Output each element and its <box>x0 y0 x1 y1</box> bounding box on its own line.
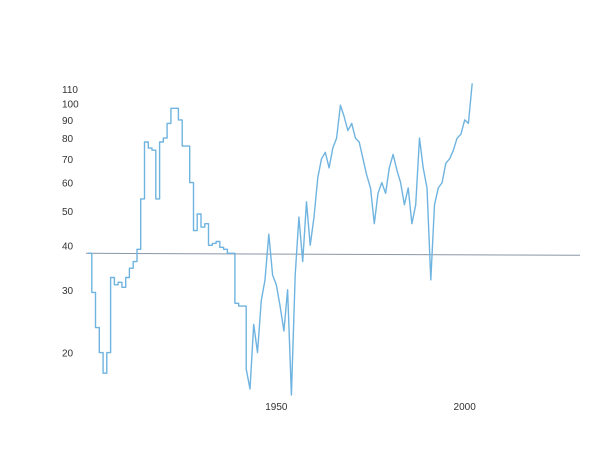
y-tick-label: 20 <box>62 349 74 360</box>
y-tick-label: 60 <box>62 179 74 190</box>
reference-line <box>85 252 581 256</box>
price-series-line <box>88 83 473 396</box>
y-tick-label: 50 <box>62 207 74 218</box>
y-tick-label: 80 <box>62 134 74 145</box>
y-tick-label: 40 <box>62 241 74 252</box>
y-axis-labels: 110 100 90 80 70 60 50 40 30 20 <box>62 85 79 360</box>
x-tick-label: 1950 <box>265 402 288 413</box>
y-tick-label: 100 <box>62 100 79 111</box>
y-tick-label: 70 <box>62 155 74 166</box>
x-axis-labels: 1950 2000 <box>265 402 476 413</box>
y-tick-label: 110 <box>62 85 78 96</box>
x-tick-label: 2000 <box>454 402 477 413</box>
y-tick-label: 30 <box>62 286 74 297</box>
y-tick-label: 90 <box>62 116 74 127</box>
